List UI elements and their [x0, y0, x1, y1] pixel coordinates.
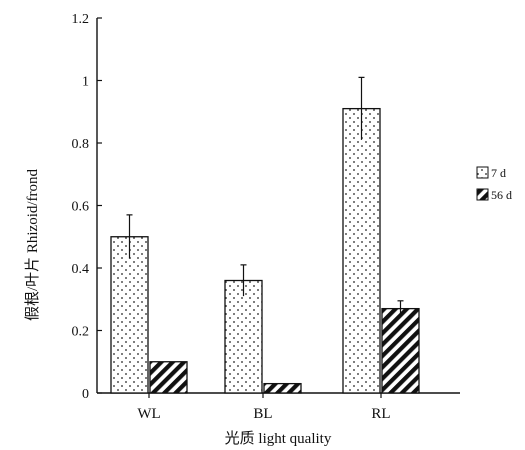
x-axis-title: 光质 light quality	[225, 430, 332, 447]
legend-swatch-56d	[476, 188, 489, 201]
legend-swatch-7d	[476, 166, 489, 179]
legend: 7 d 56 d	[476, 166, 512, 202]
y-tick-label: 0.6	[72, 200, 90, 215]
legend-label: 7 d	[491, 166, 506, 180]
bar-56d-WL	[149, 361, 188, 394]
bars	[110, 76, 420, 394]
x-tick-label: BL	[253, 406, 272, 422]
x-tick-label: WL	[137, 406, 160, 422]
labels: WL BL RL 光质 light quality 假根/叶片 Rhizoid/fron…	[24, 168, 391, 447]
x-tick-label: RL	[371, 406, 390, 422]
legend-label: 56 d	[491, 188, 512, 202]
y-tick-label: 0.4	[72, 262, 90, 277]
bar-7d-RL	[342, 107, 381, 394]
y-tick-label: 0.2	[72, 325, 90, 340]
bar-7d-BL	[224, 279, 263, 394]
y-tick-label: 1.2	[72, 12, 90, 27]
y-tick-label: 0	[82, 387, 89, 402]
y-tick-label: 0.8	[72, 137, 90, 152]
bar-56d-BL	[263, 382, 302, 394]
y-tick-label: 1	[82, 75, 89, 90]
bar-56d-RL	[381, 307, 420, 394]
bar-7d-WL	[110, 236, 149, 394]
y-axis-title: 假根/叶片 Rhizoid/frond	[24, 168, 41, 321]
